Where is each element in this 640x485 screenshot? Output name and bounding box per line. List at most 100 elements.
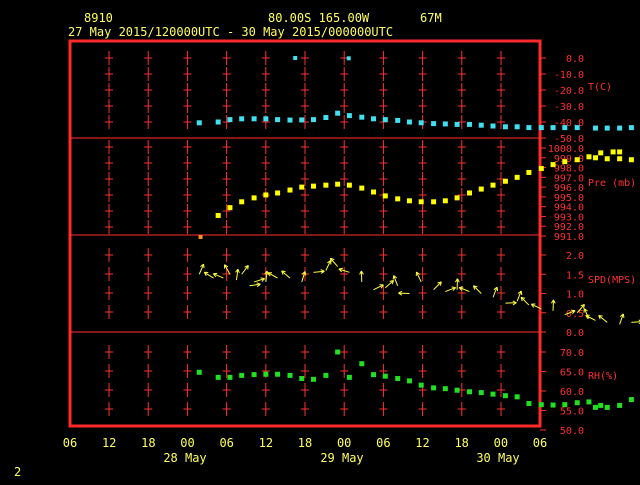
data-point [263,192,268,197]
data-point [239,373,244,378]
y-tick-label: 65.0 [560,368,584,379]
data-point [287,188,292,193]
y-tick-label: -20.0 [554,86,584,97]
data-point [491,392,496,397]
x-tick-label: 00 [494,436,508,450]
data-point [311,184,316,189]
x-tick-label: 00 [337,436,351,450]
data-point [503,179,508,184]
data-point [455,122,460,127]
data-point [371,116,376,121]
data-point [586,399,591,404]
data-point [575,400,580,405]
y-tick-label: 1.5 [566,270,584,281]
wind-arrow-head [393,276,394,280]
data-point [611,149,616,154]
data-point [252,195,257,200]
panel-label: Pre (mb) [588,178,636,189]
data-point [407,120,412,125]
data-point [515,124,520,129]
data-point [275,190,280,195]
data-point [617,149,622,154]
data-point [395,196,400,201]
data-point [526,125,531,130]
data-point [383,117,388,122]
data-point [431,199,436,204]
data-point [593,126,598,131]
day-label: 28 May [163,451,206,465]
data-point [455,195,460,200]
station-id: 8910 [84,11,113,25]
y-tick-label: -10.0 [554,70,584,81]
x-tick-label: 06 [533,436,547,450]
data-point [605,156,610,161]
y-tick-label: 60.0 [560,387,584,398]
data-point [629,397,634,402]
data-point [593,405,598,410]
data-point [526,170,531,175]
data-point [227,205,232,210]
data-point [491,183,496,188]
data-point [227,117,232,122]
data-point [239,116,244,121]
data-point [551,403,556,408]
panel-label: RH(%) [588,371,618,382]
wind-arrow [631,322,640,323]
data-point [467,190,472,195]
data-point [216,120,221,125]
wind-arrow [434,282,442,290]
wind-arrow-head [571,310,575,311]
data-point [419,120,424,125]
data-point [629,157,634,162]
wind-arrow-head [238,269,239,273]
data-point [287,118,292,123]
y-tick-label: 1.0 [566,290,584,301]
data-point [443,198,448,203]
data-point [407,198,412,203]
data-point [586,154,591,159]
wind-arrow-head [339,268,343,269]
data-point [605,126,610,131]
data-point [479,187,484,192]
y-tick-label: 70.0 [560,348,584,359]
data-point [299,185,304,190]
data-point [275,117,280,122]
data-point [323,373,328,378]
data-point [617,156,622,161]
elevation: 67M [420,11,442,25]
data-point [197,370,202,375]
data-point [617,403,622,408]
data-point [239,199,244,204]
data-point [515,394,520,399]
data-point [323,115,328,120]
data-point [598,403,603,408]
data-point-outlier [347,56,351,60]
x-tick-label: 00 [180,436,194,450]
x-tick-label: 18 [454,436,468,450]
day-label: 30 May [476,451,519,465]
data-point [287,373,292,378]
data-point [598,150,603,155]
y-tick-label: -30.0 [554,102,584,113]
data-point [197,120,202,125]
data-point [479,390,484,395]
wind-arrow-head [321,270,325,272]
data-point [311,117,316,122]
data-point [515,175,520,180]
data-point [539,402,544,407]
data-point [419,383,424,388]
data-point [252,116,257,121]
x-tick-label: 06 [376,436,390,450]
data-point [539,166,544,171]
data-point [335,350,340,355]
data-point [311,377,316,382]
data-point [455,388,460,393]
y-tick-label: 991.0 [554,232,584,243]
data-point [443,386,448,391]
data-point [395,118,400,123]
time-range: 27 May 2015/120000UTC - 30 May 2015/0000… [68,25,393,39]
x-tick-label: 18 [141,436,155,450]
data-point [431,385,436,390]
